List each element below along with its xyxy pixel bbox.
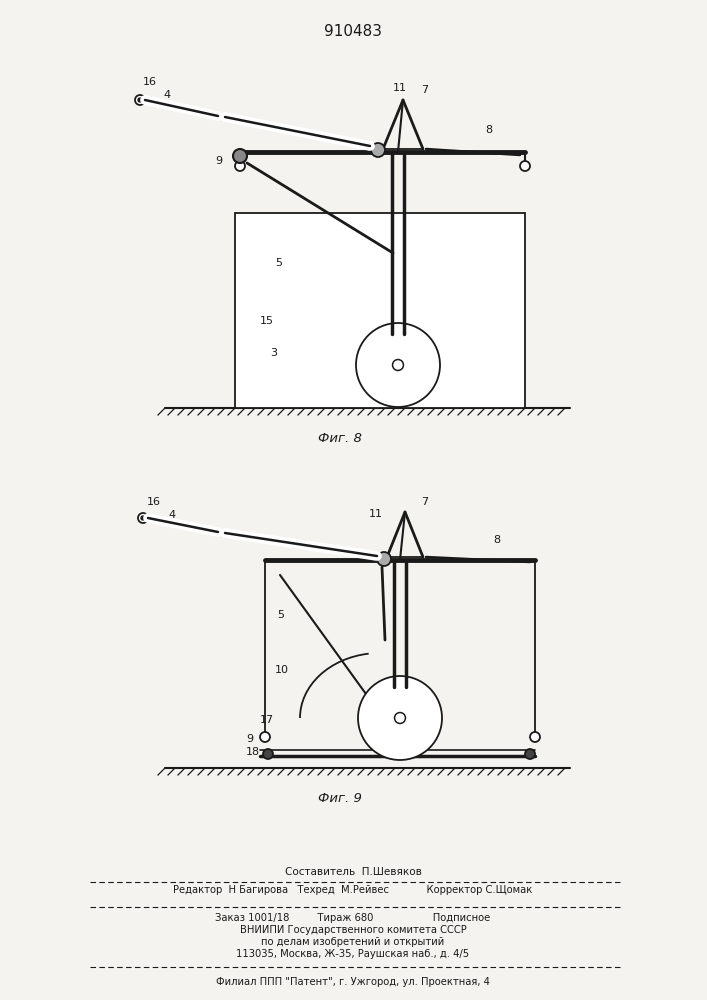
Text: 10: 10 <box>275 665 289 675</box>
Text: 8: 8 <box>493 535 500 545</box>
Text: Составитель  П.Шевяков: Составитель П.Шевяков <box>284 867 421 877</box>
Text: 16: 16 <box>143 77 157 87</box>
Text: 9: 9 <box>246 734 253 744</box>
Text: Фиг. 9: Фиг. 9 <box>318 792 362 804</box>
Text: 7: 7 <box>421 85 428 95</box>
Text: по делам изобретений и открытий: по делам изобретений и открытий <box>262 937 445 947</box>
Text: 5: 5 <box>277 610 284 620</box>
Circle shape <box>235 161 245 171</box>
Text: 11: 11 <box>393 83 407 93</box>
Circle shape <box>356 323 440 407</box>
Text: 910483: 910483 <box>324 24 382 39</box>
Text: Редактор  Н Багирова   Техред  М.Рейвес            Корректор С.Щомак: Редактор Н Багирова Техред М.Рейвес Корр… <box>173 885 532 895</box>
Text: 113035, Москва, Ж-35, Раушская наб., д. 4/5: 113035, Москва, Ж-35, Раушская наб., д. … <box>236 949 469 959</box>
Text: Заказ 1001/18         Тираж 680                   Подписное: Заказ 1001/18 Тираж 680 Подписное <box>216 913 491 923</box>
Text: 9: 9 <box>215 156 222 166</box>
Text: ВНИИПИ Государственного комитета СССР: ВНИИПИ Государственного комитета СССР <box>240 925 467 935</box>
Circle shape <box>138 513 148 523</box>
Circle shape <box>135 95 145 105</box>
Text: 16: 16 <box>147 497 161 507</box>
Text: 8: 8 <box>485 125 492 135</box>
Text: 7: 7 <box>421 497 428 507</box>
Text: 4: 4 <box>168 510 175 520</box>
Text: 3: 3 <box>270 348 277 358</box>
Circle shape <box>263 749 273 759</box>
Circle shape <box>141 516 145 520</box>
Bar <box>235 213 525 408</box>
Circle shape <box>395 713 405 723</box>
Circle shape <box>377 552 391 566</box>
Circle shape <box>530 732 540 742</box>
Circle shape <box>392 360 404 370</box>
Text: Филиал ППП "Патент", г. Ужгород, ул. Проектная, 4: Филиал ППП "Патент", г. Ужгород, ул. Про… <box>216 977 490 987</box>
Circle shape <box>520 161 530 171</box>
Text: 18: 18 <box>246 747 260 757</box>
Text: 4: 4 <box>163 90 170 100</box>
Text: 5: 5 <box>275 258 282 268</box>
Circle shape <box>358 676 442 760</box>
Circle shape <box>371 143 385 157</box>
Circle shape <box>138 98 142 102</box>
Text: 11: 11 <box>369 509 383 519</box>
Text: 17: 17 <box>260 715 274 725</box>
Text: 15: 15 <box>260 316 274 326</box>
Circle shape <box>233 149 247 163</box>
Text: Фиг. 8: Фиг. 8 <box>318 432 362 444</box>
Circle shape <box>525 749 535 759</box>
Circle shape <box>260 732 270 742</box>
